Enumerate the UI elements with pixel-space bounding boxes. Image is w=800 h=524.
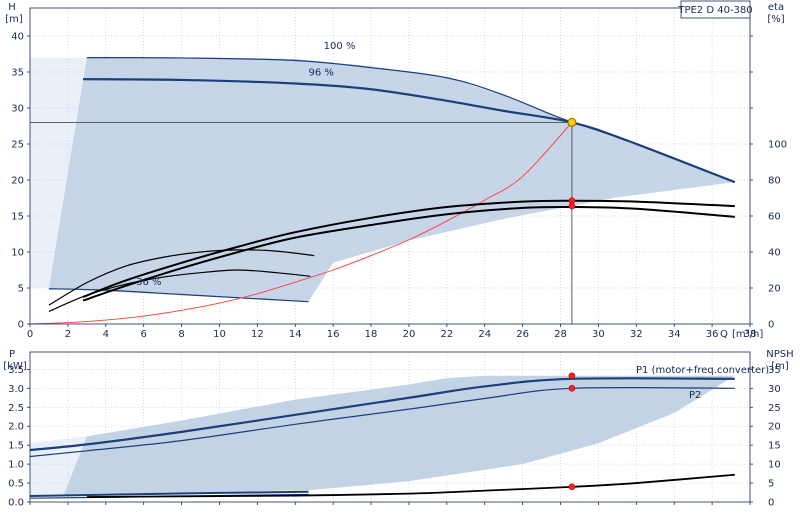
x-tick-label: 16 <box>327 329 340 340</box>
x-tick-label: 38 <box>744 329 757 340</box>
x-tick-label: 22 <box>440 329 453 340</box>
series-eta-4 <box>48 249 315 306</box>
x-tick-label: 8 <box>178 329 184 340</box>
series-head-1 <box>83 78 736 184</box>
operating-region-extension <box>30 57 87 288</box>
p-axis-label: P <box>9 349 15 360</box>
top-left-tick-label: 15 <box>11 212 24 223</box>
bottom-left-tick-label: 3.5 <box>8 365 24 376</box>
series-eta-6 <box>82 199 735 298</box>
series-npsh-4 <box>86 473 735 498</box>
series-eta-7 <box>82 205 735 302</box>
series-label-p1: P1 (motor+freq.converter) <box>636 365 769 376</box>
series-head-2 <box>48 288 309 303</box>
eta-marker <box>568 202 576 210</box>
bottom-left-tick-label: 2.0 <box>8 422 24 433</box>
top-right-tick-label: 80 <box>768 176 781 187</box>
top-left-tick-label: 30 <box>11 104 24 115</box>
npsh-axis-unit: [m] <box>771 361 789 372</box>
bottom-left-tick-label: 0.0 <box>8 498 24 509</box>
x-tick-label: 14 <box>289 329 302 340</box>
x-tick-label: 24 <box>478 329 491 340</box>
top-grid <box>30 8 751 324</box>
bottom-right-tick-label: 30 <box>768 384 781 395</box>
top-right-tick-label: 60 <box>768 212 781 223</box>
title-box <box>680 0 751 19</box>
y-right-axis-unit: [%] <box>767 14 784 25</box>
y-right-axis-label: eta <box>768 2 784 13</box>
top-left-tick-label: 5 <box>18 284 24 295</box>
x-tick-label: 10 <box>213 329 226 340</box>
x-tick-label: 20 <box>403 329 416 340</box>
x-tick-label: 0 <box>27 329 33 340</box>
x-tick-label: 26 <box>516 329 529 340</box>
x-tick-label: 12 <box>251 329 264 340</box>
bottom-right-tick-label: 5 <box>768 479 774 490</box>
top-frame <box>29 7 751 325</box>
x-tick-label: 28 <box>554 329 567 340</box>
x-tick-label: 18 <box>365 329 378 340</box>
top-left-tick-label: 35 <box>11 68 24 79</box>
power-region-extension <box>30 436 87 496</box>
operating-region <box>48 57 735 302</box>
top-right-tick-label: 20 <box>768 284 781 295</box>
p-axis-unit: [kW] <box>3 361 27 372</box>
x-axis-label: Q <box>720 329 728 340</box>
top-right-tick-label: 100 <box>768 140 787 151</box>
top-left-tick-label: 0 <box>18 320 24 331</box>
y-left-axis-label: H <box>8 2 16 13</box>
bottom-right-tick-label: 35 <box>768 365 781 376</box>
speed-label: 36 % <box>136 277 161 288</box>
top-left-tick-label: 25 <box>11 140 24 151</box>
series-power-2 <box>29 490 309 497</box>
speed-label: 96 % <box>309 68 334 79</box>
bottom-left-tick-label: 1.0 <box>8 460 24 471</box>
x-tick-label: 34 <box>668 329 681 340</box>
x-tick-label: 4 <box>103 329 109 340</box>
bottom-right-tick-label: 25 <box>768 403 781 414</box>
top-left-tick-label: 10 <box>11 248 24 259</box>
bottom-left-tick-label: 1.5 <box>8 441 24 452</box>
bottom-right-tick-label: 15 <box>768 441 781 452</box>
npsh-marker <box>568 483 576 491</box>
top-plot: 100 %96 %36 %051015202530354002040608010… <box>5 0 787 340</box>
top-left-tick-label: 20 <box>11 176 24 187</box>
bottom-left-tick-label: 3.0 <box>8 384 24 395</box>
bottom-right-tick-label: 10 <box>768 460 781 471</box>
series-label-p2: P2 <box>689 390 701 401</box>
x-tick-label: 30 <box>592 329 605 340</box>
bottom-plot: P1 (motor+freq.converter) P2 0.0 0.5 1.0 1.5 2… <box>3 349 793 509</box>
eta-marker <box>568 197 576 204</box>
bottom-right-tick-label: 0 <box>768 498 774 509</box>
top-right-tick-label: 40 <box>768 248 781 259</box>
power-marker <box>568 372 576 380</box>
top-left-tick-label: 40 <box>11 32 24 43</box>
bottom-left-tick-label: 2.5 <box>8 403 24 414</box>
x-tick-label: 36 <box>706 329 719 340</box>
x-axis-unit: [m³/h] <box>732 329 763 340</box>
x-tick-label: 2 <box>65 329 71 340</box>
bottom-left-tick-label: 0.5 <box>8 479 24 490</box>
x-tick-label: 6 <box>140 329 146 340</box>
duty-point-marker <box>567 117 577 127</box>
y-left-axis-unit: [m] <box>5 14 23 25</box>
npsh-axis-label: NPSH <box>766 349 793 360</box>
speed-label: 100 % <box>324 41 356 52</box>
x-tick-label: 32 <box>630 329 643 340</box>
bottom-right-tick-label: 20 <box>768 422 781 433</box>
bottom-frame <box>29 351 751 503</box>
power-region <box>30 375 735 496</box>
chart-title: TPE2 D 40-380 <box>677 5 752 16</box>
power-marker <box>568 384 576 392</box>
top-right-tick-label: 0 <box>768 320 774 331</box>
